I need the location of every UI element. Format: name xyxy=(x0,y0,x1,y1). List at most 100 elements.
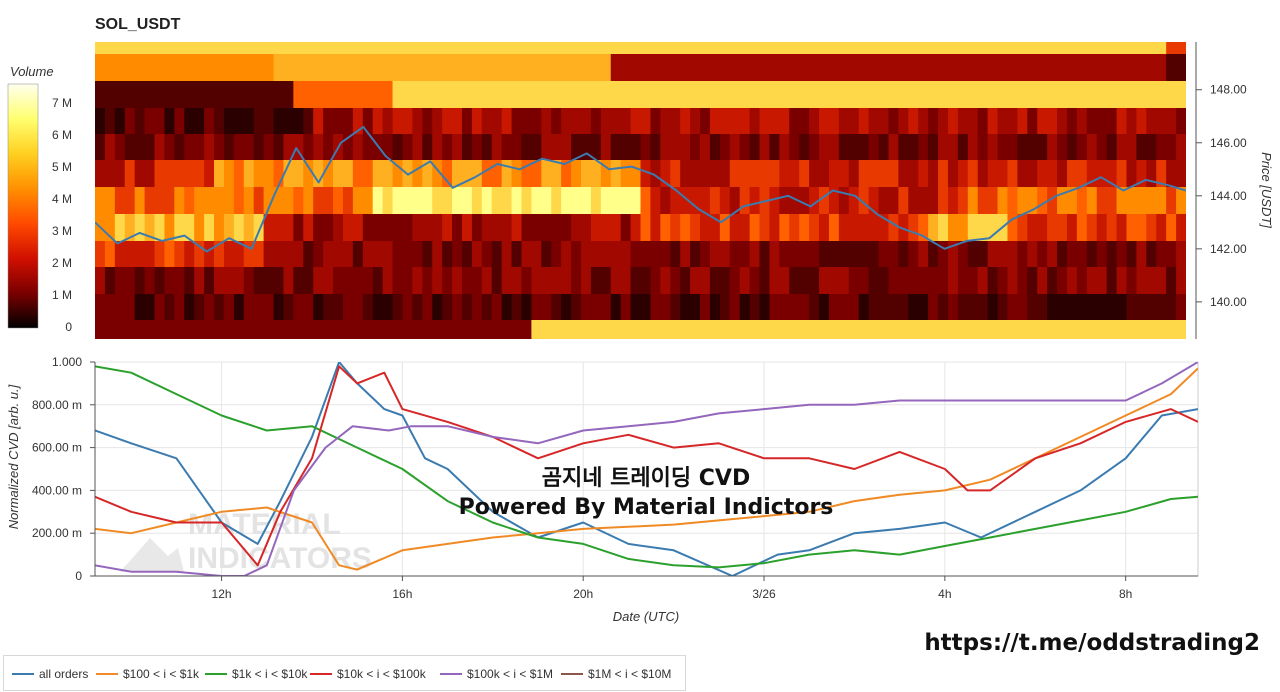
legend-item[interactable]: $10k < i < $100k xyxy=(310,667,426,681)
heatmap-cell xyxy=(1037,54,1048,81)
heatmap-cell xyxy=(511,320,523,339)
heatmap-cell xyxy=(1166,241,1177,267)
heatmap-cell xyxy=(600,54,612,81)
heatmap-cell xyxy=(491,294,503,320)
heatmap-cell xyxy=(957,108,969,134)
cvd-x-tick-label: 8h xyxy=(1119,587,1132,601)
heatmap-cell xyxy=(501,42,513,54)
heatmap-cell xyxy=(1096,42,1108,54)
heatmap-cell xyxy=(541,294,552,320)
legend-swatch xyxy=(310,672,332,675)
telegram-link[interactable]: https://t.me/oddstrading2 xyxy=(924,630,1260,656)
heatmap-cell xyxy=(223,134,235,160)
price-axis-tick-label: 142.00 xyxy=(1210,242,1247,256)
heatmap-cell xyxy=(1066,267,1078,294)
heatmap-cell xyxy=(114,267,126,294)
heatmap-cell xyxy=(858,187,870,214)
heatmap-cell xyxy=(531,214,542,241)
heatmap-cell xyxy=(1017,294,1028,320)
colorbar-gradient xyxy=(7,83,39,329)
heatmap-cell xyxy=(908,214,919,241)
legend-label: $1M < i < $10M xyxy=(588,667,672,681)
heatmap-cell xyxy=(382,108,394,134)
heatmap-cell xyxy=(977,54,989,81)
heatmap-cell xyxy=(580,81,592,108)
heatmap-cell xyxy=(214,294,225,320)
heatmap-cell xyxy=(769,294,780,320)
heatmap-cell xyxy=(223,42,235,54)
heatmap-cell xyxy=(204,320,215,339)
heatmap-cell xyxy=(561,214,572,241)
heatmap-cell xyxy=(858,160,870,187)
heatmap-cell xyxy=(590,267,602,294)
heatmap-cell xyxy=(769,42,780,54)
heatmap-cell xyxy=(104,160,116,187)
heatmap-cell xyxy=(580,294,592,320)
heatmap-cell xyxy=(382,42,394,54)
heatmap-cell xyxy=(273,241,285,267)
cvd-y-tick-label: 0 xyxy=(75,569,82,583)
heatmap-cell xyxy=(1066,187,1078,214)
heatmap-cell xyxy=(263,54,275,81)
heatmap-cell xyxy=(898,160,909,187)
heatmap-cell xyxy=(531,42,542,54)
heatmap-cell xyxy=(1057,54,1068,81)
legend-item[interactable]: $100k < i < $1M xyxy=(440,667,553,681)
heatmap-cell xyxy=(947,108,959,134)
heatmap-cell xyxy=(957,160,969,187)
heatmap-cell xyxy=(461,134,473,160)
heatmap-cell xyxy=(551,241,562,267)
heatmap-cell xyxy=(938,160,949,187)
heatmap-cell xyxy=(1027,320,1038,339)
heatmap-cell xyxy=(1017,81,1028,108)
legend-item[interactable]: all orders xyxy=(12,667,88,681)
heatmap-cell xyxy=(908,42,919,54)
heatmap-cell xyxy=(630,214,642,241)
heatmap-cell xyxy=(194,294,205,320)
heatmap-cell xyxy=(313,160,324,187)
heatmap-cell xyxy=(779,267,790,294)
heatmap-cell xyxy=(511,187,523,214)
heatmap-cell xyxy=(888,134,899,160)
heatmap-cell xyxy=(908,320,919,339)
legend-item[interactable]: $1k < i < $10k xyxy=(205,667,307,681)
cvd-y-tick-label: 200.00 m xyxy=(32,526,82,540)
heatmap-cell xyxy=(452,54,463,81)
heatmap-cell xyxy=(997,42,1009,54)
heatmap-cell xyxy=(819,187,830,214)
legend-item[interactable]: $1M < i < $10M xyxy=(561,667,671,681)
heatmap-cell xyxy=(739,42,751,54)
heatmap-cell xyxy=(154,267,166,294)
heatmap-cell xyxy=(442,187,453,214)
heatmap-cell xyxy=(680,187,691,214)
heatmap-cell xyxy=(1017,134,1028,160)
heatmap-cell xyxy=(957,294,969,320)
heatmap-cell xyxy=(293,214,304,241)
heatmap-cell xyxy=(1166,54,1177,81)
heatmap-cell xyxy=(690,214,701,241)
heatmap-cell xyxy=(491,81,503,108)
heatmap-cell xyxy=(501,294,513,320)
heatmap-cell xyxy=(134,81,146,108)
heatmap-cell xyxy=(898,42,909,54)
heatmap-cell xyxy=(610,54,622,81)
heatmap-cell xyxy=(164,134,175,160)
heatmap-cell xyxy=(769,54,780,81)
heatmap-cell xyxy=(868,54,880,81)
legend-item[interactable]: $100 < i < $1k xyxy=(96,667,199,681)
heatmap-cell xyxy=(432,320,443,339)
heatmap-cell xyxy=(204,187,215,214)
heatmap-cell xyxy=(819,42,830,54)
heatmap-cell xyxy=(957,241,969,267)
heatmap-cell xyxy=(719,42,731,54)
heatmap-cell xyxy=(521,108,532,134)
heatmap-cell xyxy=(561,42,572,54)
heatmap-cell xyxy=(471,54,483,81)
heatmap-cell xyxy=(154,214,166,241)
heatmap-cell xyxy=(461,160,473,187)
heatmap-cell xyxy=(590,108,602,134)
watermark-mountain-icon xyxy=(120,538,184,572)
heatmap-cell xyxy=(293,54,304,81)
heatmap-cell xyxy=(214,160,225,187)
heatmap-cell xyxy=(95,108,106,134)
